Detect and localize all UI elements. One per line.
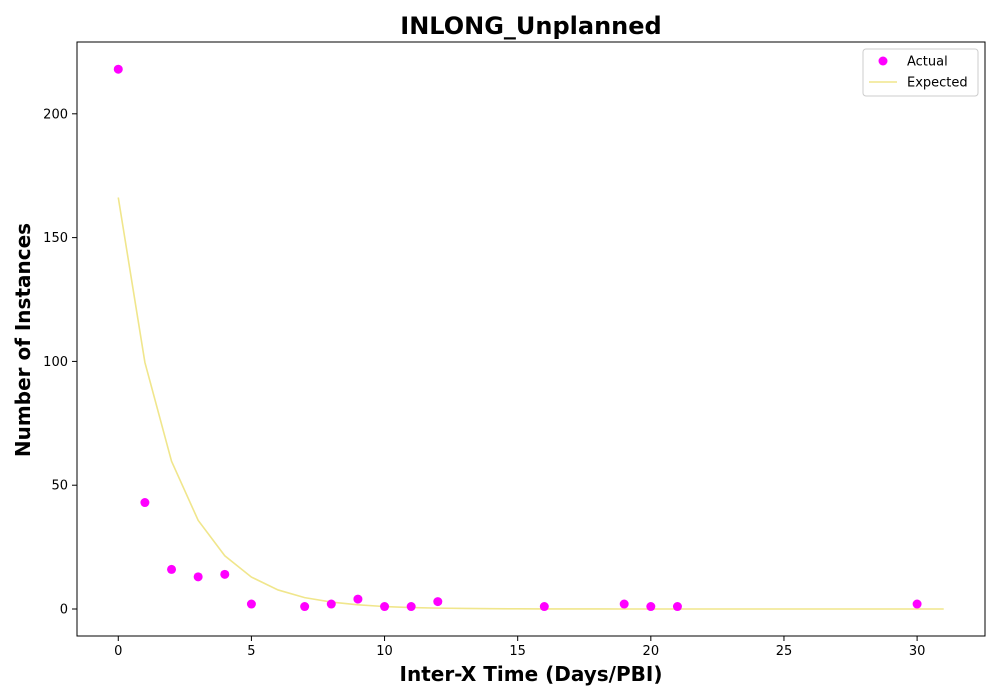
- actual-point: [140, 498, 149, 507]
- y-tick-label: 50: [51, 479, 68, 494]
- expected-line: [118, 197, 943, 609]
- actual-point: [220, 570, 229, 579]
- plot-area: [77, 42, 985, 636]
- legend-label: Actual: [907, 55, 948, 70]
- actual-point: [353, 595, 362, 604]
- y-axis: 0 50 100 150 200: [43, 107, 77, 617]
- x-tick-label: 20: [643, 644, 660, 659]
- actual-point: [913, 600, 922, 609]
- actual-point: [673, 602, 682, 611]
- actual-point: [247, 600, 256, 609]
- actual-point: [167, 565, 176, 574]
- x-axis: 0 5 10 15 20 25 30: [114, 636, 925, 659]
- actual-point: [327, 600, 336, 609]
- y-tick-label: 150: [43, 231, 68, 246]
- x-tick-label: 15: [509, 644, 526, 659]
- actual-point: [114, 65, 123, 74]
- y-tick-label: 200: [43, 107, 68, 122]
- actual-point: [620, 600, 629, 609]
- y-tick-label: 100: [43, 355, 68, 370]
- actual-point: [540, 602, 549, 611]
- actual-point: [433, 597, 442, 606]
- legend: Actual Expected: [863, 49, 978, 96]
- x-tick-label: 5: [247, 644, 255, 659]
- x-tick-label: 0: [114, 644, 122, 659]
- y-tick-label: 0: [60, 603, 68, 618]
- plot-frame: [77, 42, 985, 636]
- actual-point: [407, 602, 416, 611]
- legend-label: Expected: [907, 76, 968, 91]
- x-axis-label: Inter-X Time (Days/PBI): [400, 662, 663, 686]
- actual-point: [300, 602, 309, 611]
- actual-point: [194, 572, 203, 581]
- chart-title: INLONG_Unplanned: [400, 12, 661, 40]
- actual-point: [646, 602, 655, 611]
- actual-point: [380, 602, 389, 611]
- y-axis-label: Number of Instances: [11, 223, 35, 457]
- x-tick-label: 25: [776, 644, 793, 659]
- x-tick-label: 30: [909, 644, 926, 659]
- legend-marker-actual: [879, 57, 888, 66]
- x-tick-label: 10: [376, 644, 393, 659]
